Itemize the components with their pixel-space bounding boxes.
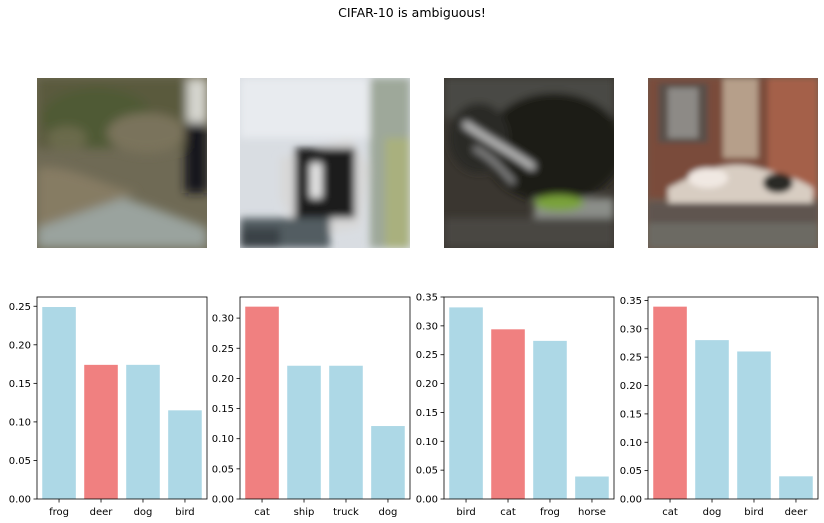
bar-horse xyxy=(575,476,609,499)
y-tick-label: 0.05 xyxy=(9,456,31,467)
y-tick-label: 0.35 xyxy=(416,293,438,304)
bar-cat xyxy=(245,306,279,499)
x-tick-label-cat: cat xyxy=(500,507,516,518)
y-tick-label: 0.20 xyxy=(212,374,234,385)
x-tick-label-cat: cat xyxy=(662,507,678,518)
y-tick-label: 0.15 xyxy=(212,404,234,415)
bar-cat xyxy=(491,329,525,499)
bar-frog xyxy=(533,340,567,499)
axes-frame xyxy=(443,296,615,500)
y-tick-label: 0.00 xyxy=(9,495,31,506)
x-tick-label-truck: truck xyxy=(333,507,359,518)
x-tick-label-deer: deer xyxy=(785,507,809,518)
y-tick-label: 0.05 xyxy=(416,466,438,477)
x-tick-label-deer: deer xyxy=(90,507,114,518)
y-tick-label: 0.20 xyxy=(620,381,642,392)
chart-2: cat ship truck dog 0.00 0.05 0.10 0.15 0.20 0.25 0… xyxy=(212,296,411,518)
y-tick-label: 0.25 xyxy=(620,353,642,364)
x-tick-label-frog: frog xyxy=(49,507,69,518)
x-tick-label-dog: dog xyxy=(134,507,153,518)
x-tick-label-ship: ship xyxy=(294,507,315,518)
y-tick-label: 0.15 xyxy=(9,379,31,390)
y-tick-label: 0.05 xyxy=(620,466,642,477)
x-tick-label-frog: frog xyxy=(540,507,560,518)
sample-image-1 xyxy=(37,78,207,248)
sample-image-3 xyxy=(444,78,614,248)
chart-1: frog deer dog bird 0.00 0.05 0.10 0.15 0.20 0.25 xyxy=(9,296,208,518)
bar-bird xyxy=(168,410,202,499)
bar-dog xyxy=(371,426,405,499)
x-tick-label-dog: dog xyxy=(379,507,398,518)
y-tick-label: 0.30 xyxy=(212,314,234,325)
y-tick-label: 0.10 xyxy=(212,434,234,445)
axes-frame xyxy=(647,296,819,500)
x-tick-label-bird: bird xyxy=(456,507,475,518)
y-tick-label: 0.25 xyxy=(212,344,234,355)
bar-bird xyxy=(449,307,483,499)
x-tick-label-bird: bird xyxy=(744,507,763,518)
chart-4: cat dog bird deer 0.00 0.05 0.10 0.15 0.20 0.25 0.… xyxy=(620,296,819,518)
bar-ship xyxy=(287,365,321,499)
y-tick-label: 0.20 xyxy=(9,340,31,351)
bar-frog xyxy=(42,307,76,499)
x-tick-label-dog: dog xyxy=(703,507,722,518)
y-tick-label: 0.30 xyxy=(620,324,642,335)
bar-bird xyxy=(737,351,771,499)
bar-deer xyxy=(779,476,813,499)
y-tick-label: 0.30 xyxy=(416,321,438,332)
figure-suptitle: CIFAR-10 is ambiguous! xyxy=(338,5,486,20)
bar-dog xyxy=(126,364,160,499)
x-tick-label-horse: horse xyxy=(578,507,606,518)
bar-truck xyxy=(329,365,363,499)
bar-deer xyxy=(84,364,118,499)
y-tick-label: 0.10 xyxy=(416,437,438,448)
x-tick-label-bird: bird xyxy=(175,507,194,518)
y-tick-label: 0.35 xyxy=(620,296,642,307)
y-tick-label: 0.00 xyxy=(212,495,234,506)
y-tick-label: 0.15 xyxy=(416,408,438,419)
y-tick-label: 0.10 xyxy=(9,417,31,428)
y-tick-label: 0.20 xyxy=(416,379,438,390)
bar-cat xyxy=(653,306,687,499)
y-tick-label: 0.25 xyxy=(9,302,31,313)
sample-image-2 xyxy=(240,78,410,248)
y-tick-label: 0.00 xyxy=(620,495,642,506)
y-tick-label: 0.05 xyxy=(212,464,234,475)
y-tick-label: 0.25 xyxy=(416,350,438,361)
y-tick-label: 0.10 xyxy=(620,438,642,449)
y-tick-label: 0.15 xyxy=(620,409,642,420)
y-tick-label: 0.00 xyxy=(416,495,438,506)
bar-dog xyxy=(695,340,729,499)
sample-image-4 xyxy=(648,78,818,248)
axes-frame xyxy=(239,296,411,500)
chart-3: bird cat frog horse 0.00 0.05 0.10 0.15 0.20 0.25… xyxy=(416,293,615,518)
x-tick-label-cat: cat xyxy=(254,507,270,518)
axes-frame xyxy=(36,296,208,500)
